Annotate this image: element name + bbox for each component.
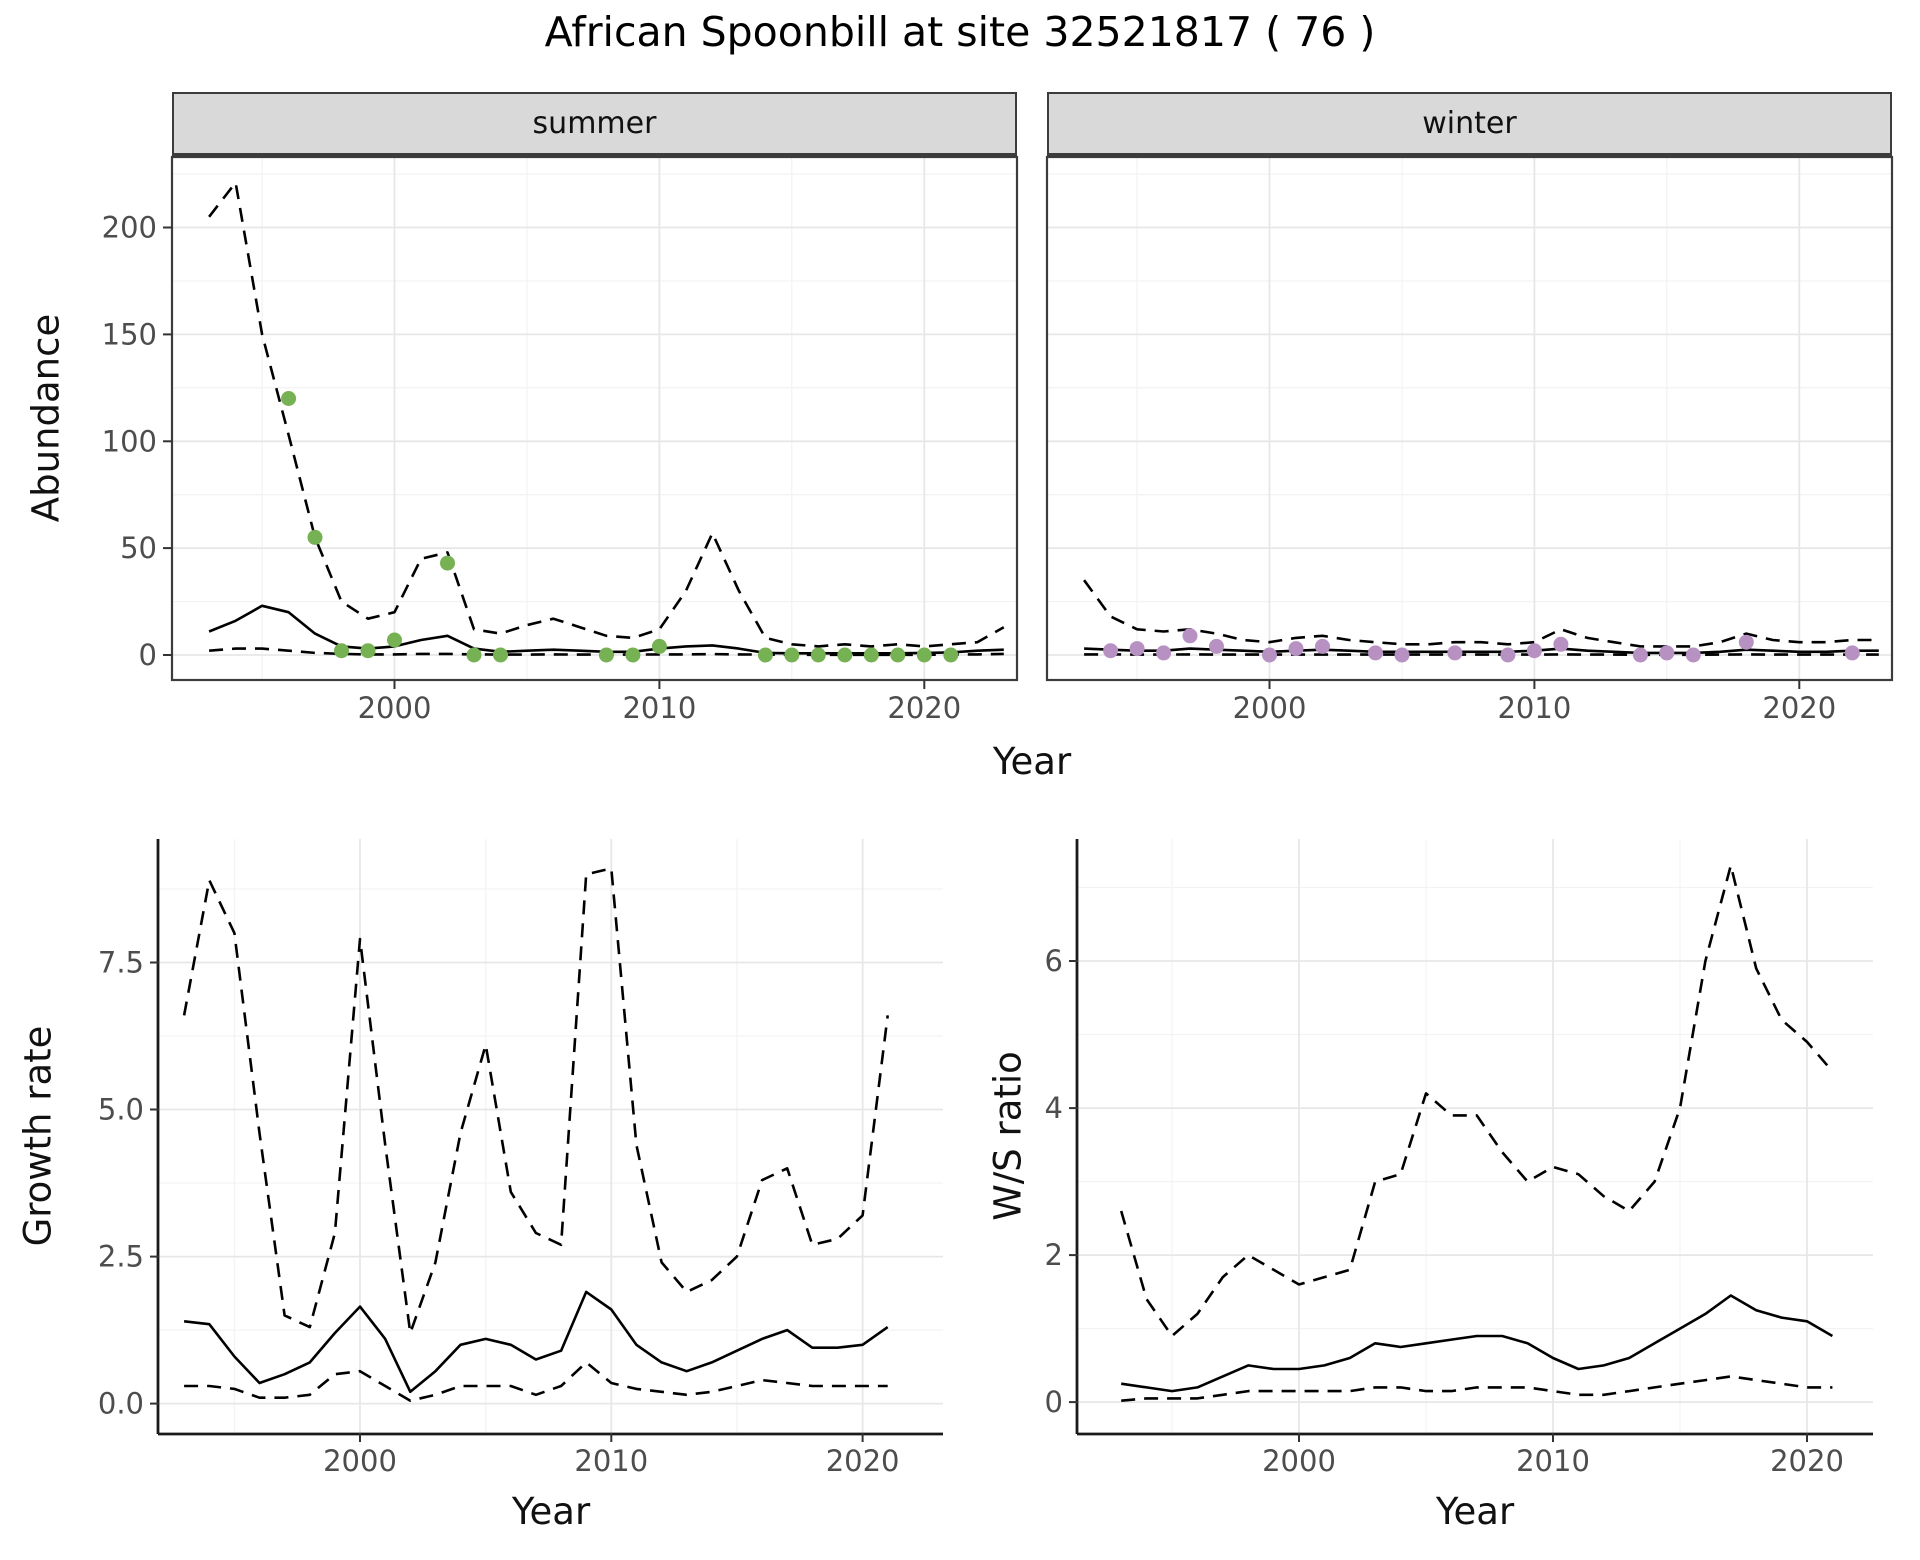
x-tick-label: 2020 [826, 1444, 900, 1478]
summer-counts-point [757, 647, 773, 663]
growth-upper-95ci-line [182, 867, 889, 1335]
y-tick-label: 2.5 [98, 1240, 144, 1274]
summer-counts-point [651, 638, 667, 654]
chart-abundance-summer: 2000 2010 2020 0 50 100 150 200 [102, 155, 1019, 725]
year-axis-label-top: Year [992, 740, 1072, 783]
winter-counts-point [1394, 647, 1410, 663]
winter-counts-point [1632, 647, 1648, 663]
summer-counts-point [598, 647, 614, 663]
panel-border [1045, 155, 1894, 682]
year-axis-label-growth: Year [511, 1490, 591, 1533]
chart-abundance-winter: 2000 2010 2020 [1045, 155, 1894, 725]
winter-counts-point [1315, 638, 1330, 654]
y-tick-label: 7.5 [98, 946, 144, 980]
winter-counts-point [1262, 647, 1277, 663]
growth-rate-axis-label: Growth rate [16, 1025, 60, 1247]
facet-strip-summer: summer [172, 92, 1017, 157]
x-tick-label: 2010 [1516, 1444, 1590, 1478]
summer-counts-point [863, 647, 879, 663]
summer-counts-point [943, 647, 959, 663]
summer-counts-point [810, 647, 826, 663]
winter-counts-point [1103, 643, 1119, 659]
winter-counts-point [1738, 634, 1754, 650]
winter-counts-point [1447, 645, 1463, 661]
winter-counts-point [1659, 645, 1675, 661]
winter-counts-point [1844, 645, 1860, 661]
facet-strip-winter: winter [1047, 92, 1892, 157]
winter-counts-point [1526, 643, 1542, 659]
y-tick-label: 0 [1045, 1385, 1063, 1419]
y-tick-label: 150 [102, 317, 157, 351]
ws-mean-line [1121, 1294, 1834, 1393]
growth-mean-line [183, 1290, 889, 1394]
x-tick-label: 2000 [323, 1444, 397, 1478]
x-tick-label: 2000 [358, 691, 432, 725]
winter-counts-point [1368, 645, 1383, 661]
x-tick-label: 2020 [1762, 691, 1836, 725]
y-tick-label: 0 [139, 638, 157, 672]
x-tick-label: 2000 [1262, 1444, 1336, 1478]
panel-background [172, 157, 1017, 680]
summer-counts-point [837, 647, 853, 663]
summer-counts-point [334, 643, 349, 659]
winter-counts-point [1685, 647, 1701, 663]
y-tick-label: 5.0 [98, 1093, 144, 1127]
summer-counts-point [360, 643, 376, 659]
summer-counts-point [625, 647, 641, 663]
ws-lower-95ci-line [1121, 1375, 1833, 1402]
panel-border [170, 155, 1019, 682]
x-tick-label: 2020 [1770, 1444, 1844, 1478]
figure-title: African Spoonbill at site 32521817 ( 76 … [544, 8, 1376, 56]
x-tick-label: 2020 [887, 691, 961, 725]
winter-counts-point [1209, 638, 1224, 654]
y-tick-label: 2 [1045, 1238, 1063, 1272]
summer-counts-point [466, 647, 482, 663]
x-tick-label: 2010 [622, 691, 696, 725]
y-tick-label: 200 [102, 211, 157, 245]
summer-counts-point [440, 555, 455, 571]
facet-strip-summer-label: summer [532, 106, 657, 141]
abundance-winter-upper-95ci-line [1083, 579, 1879, 648]
winter-counts-point [1182, 628, 1198, 644]
y-tick-label: 4 [1045, 1091, 1063, 1125]
summer-counts-point [890, 647, 906, 663]
y-tick-label: 50 [120, 531, 157, 565]
x-tick-label: 2010 [1497, 691, 1571, 725]
summer-counts-point [784, 647, 800, 663]
abundance-axis-label: Abundance [24, 313, 68, 523]
summer-counts-point [387, 632, 402, 648]
summer-counts-point [281, 391, 297, 406]
winter-counts-point [1156, 645, 1172, 661]
ws-ratio-axis-label: W/S ratio [986, 1051, 1030, 1221]
facet-strip-winter-label: winter [1422, 106, 1517, 141]
year-axis-label-ws: Year [1435, 1490, 1515, 1533]
panel-background [1047, 157, 1892, 680]
y-tick-label: 6 [1045, 944, 1063, 978]
summer-counts-point [307, 529, 323, 545]
abundance-summer-upper-95ci-line [208, 181, 1005, 648]
chart-ws: 2000 2010 2020 0 2 4 6 [1045, 839, 1873, 1478]
y-tick-label: 0.0 [98, 1387, 144, 1421]
winter-counts-point [1129, 641, 1145, 657]
x-tick-label: 2000 [1233, 691, 1307, 725]
winter-counts-point [1288, 641, 1304, 657]
y-tick-label: 100 [102, 424, 157, 458]
summer-counts-point [493, 647, 508, 663]
panel-background [159, 839, 943, 1433]
winter-counts-point [1553, 636, 1569, 652]
panel-background [1078, 839, 1873, 1433]
winter-counts-point [1500, 647, 1516, 663]
ws-upper-95ci-line [1119, 864, 1834, 1338]
chart-growth: 2000 2010 2020 0.0 2.5 5.0 7.5 [98, 839, 943, 1478]
growth-lower-95ci-line [184, 1361, 888, 1402]
summer-counts-point [916, 647, 932, 663]
x-tick-label: 2010 [574, 1444, 648, 1478]
